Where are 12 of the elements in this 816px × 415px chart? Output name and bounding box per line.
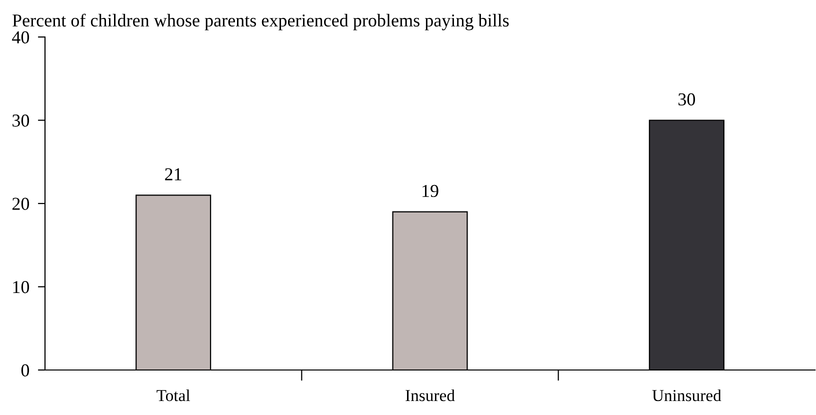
data-label: 21 [165,168,182,180]
chart-title: Percent of children whose parents experienced problems paying bills [12,14,509,30]
x-tick-label: Total [156,389,190,402]
x-tick-label: Insured [406,389,455,402]
y-tick-label: 10 [13,281,30,294]
x-tick-label: Uninsured [652,389,722,402]
y-tick-label: 40 [12,31,30,44]
y-tick-label: 30 [12,114,30,127]
y-tick-label: 20 [12,198,30,210]
y-tick-label: 0 [21,364,30,376]
data-label: 19 [422,184,438,198]
data-label: 30 [678,93,696,106]
